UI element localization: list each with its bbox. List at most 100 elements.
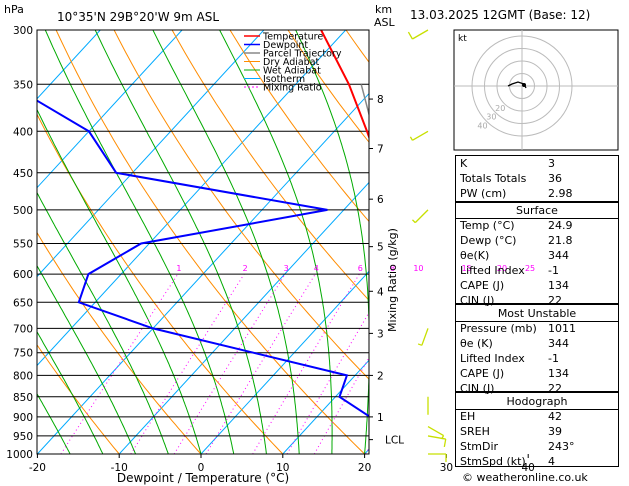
mixing-ratio-labels: 1 2 3 4 6 8 10 15 20 25 — [176, 264, 535, 273]
surface-row: Temp (°C) 24.9 — [456, 218, 618, 233]
hodograph-frame — [453, 29, 619, 151]
wind-barb-staff — [427, 425, 444, 437]
most-unstable-row: CAPE (J) 134 — [456, 366, 618, 381]
hodograph-unit-label: kt — [458, 34, 467, 44]
copyright: © weatheronline.co.uk — [462, 471, 588, 484]
legend-label: Wet Adiabat — [263, 66, 321, 77]
wind-barb-staff — [414, 209, 429, 224]
surface-label: Lifted Index — [460, 264, 525, 277]
pressure-tick-label: 450 — [13, 168, 33, 180]
hodograph-index-row: EH 42 — [456, 409, 618, 424]
wind-barbs — [407, 29, 447, 462]
pressure-tick-label: 550 — [13, 238, 33, 250]
most-unstable-value: 22 — [548, 382, 562, 395]
mixing-ratio-label: 8 — [390, 264, 395, 273]
wet-adiabat-line — [295, 30, 369, 454]
wind-barb-staff — [427, 435, 446, 440]
mixing-ratio-line — [286, 311, 369, 454]
legend-label: Isotherm — [263, 74, 305, 85]
surface-row: θe(K) 344 — [456, 248, 618, 263]
surface-label: CIN (J) — [460, 294, 495, 307]
hodograph-storm-marker — [522, 83, 526, 87]
hodograph-index-label: StmDir — [460, 440, 499, 453]
pressure-tick-label: 350 — [13, 79, 33, 91]
surface-row: CIN (J) 22 — [456, 293, 618, 308]
most-unstable-value: 134 — [548, 367, 569, 380]
hodograph-index-label: StmSpd (kt) — [460, 455, 526, 468]
mixing-ratio-line — [205, 273, 316, 454]
mixing-ratio-label: 15 — [462, 264, 472, 273]
most-unstable-title: Most Unstable — [497, 307, 577, 320]
wind-barb-staff — [412, 130, 429, 141]
most-unstable-row: Lifted Index -1 — [456, 351, 618, 366]
wind-barb-staff — [412, 29, 429, 40]
wet-adiabat-line — [37, 392, 71, 454]
mixing-ratio-label: 10 — [413, 264, 423, 273]
dewpoint-line — [37, 99, 369, 418]
surface-title: Surface — [516, 204, 558, 217]
wet-adiabat-line — [152, 30, 300, 454]
legend-label: Temperature — [262, 32, 323, 43]
pressure-axis: 300 350 400 450 500 550 600 650 700 750 800 850 900 9… — [6, 25, 33, 461]
hodograph-ring-label: 40 — [477, 122, 487, 131]
pressure-tick-label: 850 — [13, 392, 33, 404]
surface-value: 22 — [548, 294, 562, 307]
mixing-ratio-label: 2 — [243, 264, 248, 273]
pressure-tick-label: 300 — [13, 25, 33, 37]
profile-series — [37, 30, 369, 418]
most-unstable-value: 1011 — [548, 322, 576, 335]
index-value: 3 — [548, 157, 555, 170]
mixing-ratio-line — [252, 273, 360, 454]
most-unstable-row: Pressure (mb) 1011 — [456, 321, 618, 336]
legend-label: Mixing Ratio — [263, 83, 322, 94]
km-tick-label: 5 — [377, 242, 384, 254]
hodograph-indices-box: Hodograph EH 42 SREH 39 StmDir 243° StmSpd (kt… — [455, 392, 619, 469]
hodograph-index-row: StmDir 243° — [456, 439, 618, 454]
wet-adiabat-line — [37, 330, 104, 454]
mixing-ratio-label: 1 — [176, 264, 181, 273]
mixing-ratio-label: 20 — [497, 264, 507, 273]
x-tick-label: 40 — [522, 462, 535, 474]
x-tick-label: 30 — [440, 462, 453, 474]
isotherm-line — [37, 30, 265, 278]
hodograph-index-label: EH — [460, 410, 476, 423]
surface-label: CAPE (J) — [460, 279, 505, 292]
hodograph-index-row: SREH 39 — [456, 424, 618, 439]
hodograph-index-value: 39 — [548, 425, 562, 438]
pressure-tick-label: 1000 — [6, 449, 33, 461]
most-unstable-row: θe (K) 344 — [456, 336, 618, 351]
km-unit-label: km — [375, 3, 392, 16]
dry-adiabat-line — [229, 30, 369, 223]
x-axis-title: Dewpoint / Temperature (°C) — [117, 471, 289, 485]
x-tick-label: 20 — [358, 462, 371, 474]
most-unstable-value: 344 — [548, 337, 569, 350]
pressure-tick-label: 500 — [13, 205, 33, 217]
most-unstable-label: Lifted Index — [460, 352, 525, 365]
hodograph-index-value: 42 — [548, 410, 562, 423]
mixing-ratio-line — [60, 273, 179, 454]
indices-box: K 3 Totals Totals 36 PW (cm) 2.98 — [455, 155, 619, 203]
mixing-ratio-line — [130, 273, 245, 454]
hodograph-index-row: StmSpd (kt) 4 — [456, 454, 618, 469]
run-datetime: 13.03.2025 12GMT (Base: 12) — [410, 8, 591, 22]
most-unstable-box: Most Unstable Pressure (mb) 1011 θe (K) 344… — [455, 304, 619, 395]
isotherm-line — [282, 359, 369, 454]
mixing-ratio-axis-title: Mixing Ratio (g/kg) — [386, 228, 399, 332]
surface-value: 24.9 — [548, 219, 573, 232]
km-tick-label: 4 — [377, 286, 384, 298]
surface-label: Temp (°C) — [460, 219, 515, 232]
x-tick-label: -10 — [111, 462, 128, 474]
pressure-tick-label: 900 — [13, 412, 33, 424]
pressure-tick-label: 750 — [13, 348, 33, 360]
legend-label: Dry Adiabat — [263, 57, 320, 68]
wind-barb-flag — [411, 219, 416, 224]
x-tick-label: 10 — [276, 462, 289, 474]
wind-barb-flag — [443, 438, 447, 448]
surface-value: 21.8 — [548, 234, 573, 247]
hodograph-index-value: 243° — [548, 440, 575, 453]
hodograph-index-value: 4 — [548, 455, 555, 468]
